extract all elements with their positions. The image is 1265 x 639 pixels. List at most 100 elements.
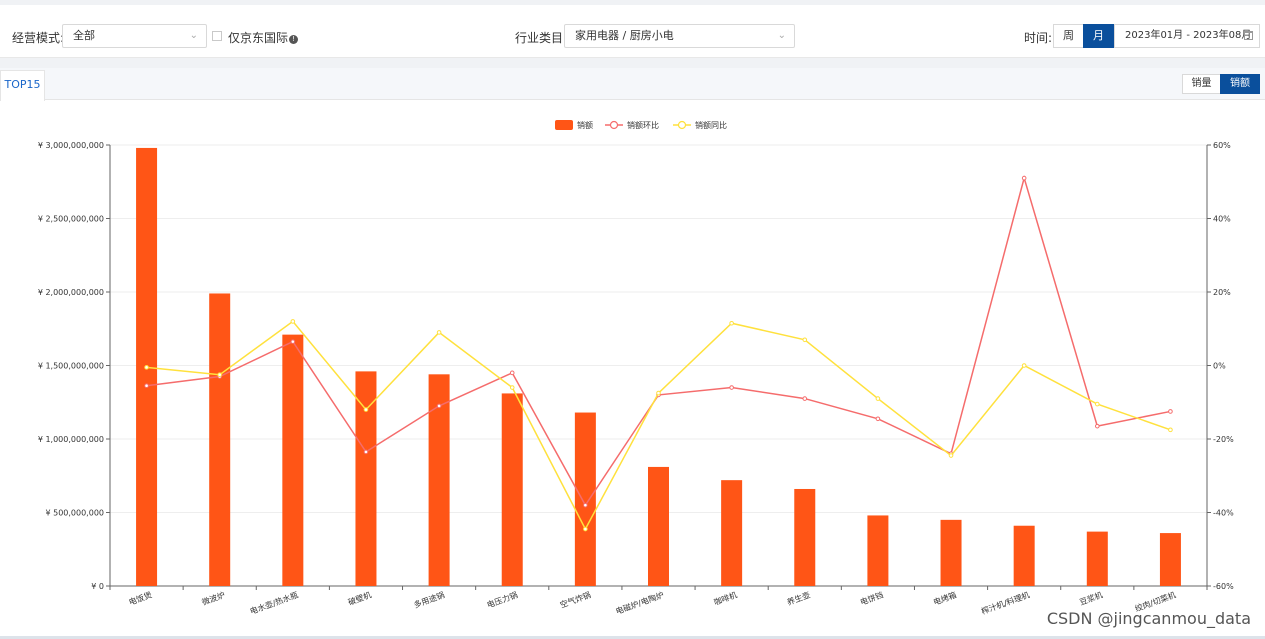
chevron-down-icon: ⌄ [777, 30, 786, 41]
line-point [509, 385, 515, 390]
y-left-tick-label: ¥ 2,500,000,000 [38, 215, 104, 224]
line-point [1095, 423, 1100, 429]
x-tick-label: 电水壶/热水瓶 [248, 589, 299, 616]
bar [209, 293, 231, 586]
legend-swatch-point [677, 120, 687, 130]
x-axis-labels: 电饭煲 微波炉 电水壶/热水瓶 破壁机 多用途锅 电压力锅 空气炸锅 电磁炉/电陶炉 咖啡机 养生… [127, 589, 1177, 616]
week-button[interactable]: 周 [1053, 24, 1084, 48]
x-tick-label: 电压力锅 [485, 589, 518, 609]
bar [794, 488, 816, 586]
bar [1013, 525, 1035, 586]
y-right-tick-label: -40% [1213, 509, 1234, 518]
y-right-tick-label: 0% [1213, 362, 1226, 371]
y-left-tick-label: ¥ 500,000,000 [45, 509, 104, 518]
y-left-tick-label: ¥ 1,000,000,000 [38, 435, 104, 444]
jd-intl-label-text: 仅京东国际 [228, 31, 289, 45]
toggle-amount-button[interactable]: 销额 [1220, 74, 1260, 94]
time-label: 时间: [1024, 31, 1053, 45]
category-select[interactable]: 家用电器 / 厨房小电 ⌄ [564, 24, 795, 48]
line-point [1168, 427, 1173, 433]
line-point [802, 396, 808, 401]
bar [1159, 533, 1181, 586]
line-point [509, 370, 515, 376]
y-right-tick-label: -20% [1213, 435, 1234, 444]
line-point [802, 337, 808, 343]
legend-label: 销额环比 [627, 120, 659, 130]
y-left-tick-label: ¥ 3,000,000,000 [38, 141, 104, 150]
line-point [436, 330, 442, 335]
x-tick-label: 电烤箱 [932, 589, 958, 607]
x-tick-label: 电饭煲 [127, 589, 153, 607]
x-tick-label: 微波炉 [200, 589, 226, 607]
line-series [144, 175, 1173, 532]
watermark: CSDN @jingcanmou_data [1046, 609, 1251, 628]
tab-top15[interactable]: TOP15 [0, 70, 45, 101]
mode-select[interactable]: 全部 ⌄ [62, 24, 207, 48]
bar [501, 393, 523, 586]
y-left-tick-label: ¥ 0 [91, 582, 104, 591]
x-tick-label: 养生壶 [785, 589, 811, 607]
line-point [948, 453, 954, 458]
line-point [1095, 401, 1100, 407]
line-point [729, 320, 734, 326]
x-tick-label: 电磁炉/电陶炉 [614, 589, 665, 616]
line-point [875, 396, 881, 401]
bar [428, 374, 450, 586]
line-point [363, 407, 369, 412]
x-tick-label: 空气炸锅 [559, 589, 592, 609]
line-point [290, 319, 296, 324]
bar-series [136, 147, 1181, 586]
bar [1086, 531, 1108, 586]
line-point [1021, 363, 1027, 368]
panel-bottom-border [0, 636, 1265, 639]
jd-intl-label: 仅京东国际! [228, 31, 299, 45]
bar [867, 515, 889, 586]
chart-legend: 销额 销额环比 销额同比 [555, 120, 727, 130]
line-point [583, 502, 588, 508]
info-icon[interactable]: ! [289, 35, 299, 44]
date-range-picker[interactable]: 2023年01月 - 2023年08月 [1114, 24, 1260, 48]
x-tick-label: 电饼铛 [859, 589, 885, 607]
y-right-tick-label: -60% [1213, 582, 1234, 591]
y-right-tick-label: 40% [1213, 215, 1231, 224]
line-point [290, 339, 296, 344]
bar [574, 412, 596, 586]
category-select-value: 家用电器 / 厨房小电 [575, 29, 674, 42]
legend-swatch-point [609, 120, 619, 130]
mode-select-value: 全部 [73, 29, 95, 42]
line-point [656, 390, 661, 396]
x-tick-label: 破壁机 [347, 589, 373, 607]
line-point [1021, 175, 1027, 181]
x-tick-label: 豆浆机 [1078, 589, 1104, 607]
month-button[interactable]: 月 [1083, 24, 1114, 48]
line-point [1168, 409, 1173, 414]
calendar-icon [1244, 31, 1253, 40]
y-left-tick-label: ¥ 2,000,000,000 [38, 288, 104, 297]
line-point [875, 416, 881, 422]
filter-bar: 经营模式: 全部 ⌄ 仅京东国际! 行业类目: 家用电器 / 厨房小电 ⌄ 时间… [0, 5, 1265, 58]
chevron-down-icon: ⌄ [189, 30, 198, 41]
legend-label: 销额同比 [695, 120, 727, 130]
line-point [363, 449, 369, 455]
bar [648, 466, 669, 586]
bar [721, 480, 743, 586]
chart-grid [110, 144, 1207, 513]
line-point [144, 365, 149, 370]
jd-intl-checkbox[interactable] [212, 31, 222, 41]
line-point [144, 383, 149, 389]
x-tick-label: 咖啡机 [712, 589, 738, 607]
bar [940, 519, 962, 586]
y-right-tick-label: 20% [1213, 288, 1231, 297]
x-tick-label: 榨汁机/料理机 [980, 589, 1031, 616]
date-range-value: 2023年01月 - 2023年08月 [1125, 30, 1252, 41]
mode-label: 经营模式: [12, 31, 65, 45]
y-right-tick-label: 60% [1213, 141, 1231, 150]
line-point [729, 385, 734, 390]
tab-strip: TOP15 销量 销额 [0, 68, 1265, 101]
legend-label: 销额 [577, 120, 593, 130]
line-point [436, 403, 442, 409]
category-label: 行业类目: [515, 31, 568, 45]
line-point [583, 526, 588, 532]
y-left-tick-label: ¥ 1,500,000,000 [38, 362, 104, 371]
